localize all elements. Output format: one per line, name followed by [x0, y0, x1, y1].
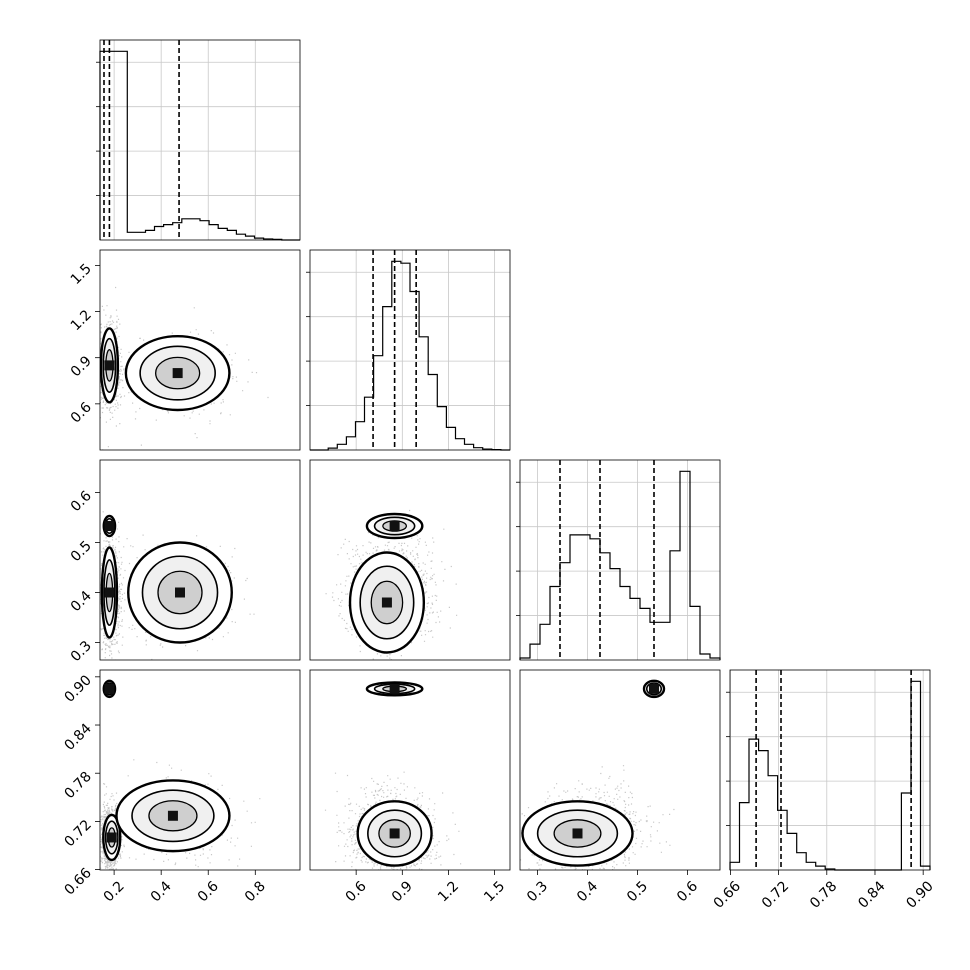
panels-layer: 0.2 0.4 0.6 0.8 0.6 0.9 1.2 1.5 0.3 0.4 0.5 0.6 0.66… [61, 39, 937, 912]
density-peak [389, 683, 400, 694]
panel-frame [99, 669, 301, 871]
x-tick-label: 0.90 [903, 878, 936, 911]
density-peak [104, 360, 115, 371]
density-peak [104, 521, 115, 531]
density-layer [102, 679, 231, 862]
y-tick-label: 0.90 [61, 672, 94, 705]
x-tick-label: 0.4 [574, 878, 601, 905]
density-layer [348, 512, 426, 654]
density-layer [100, 327, 231, 412]
x-tick-label: 0.6 [195, 878, 222, 905]
panel-frame [519, 669, 721, 871]
panel-frame [309, 459, 511, 661]
scatter-point [520, 765, 675, 870]
x-tick-label: 1.2 [435, 878, 462, 905]
y-tick-label: 0.84 [61, 720, 94, 753]
histogram-step [519, 470, 721, 660]
histogram-step [99, 50, 300, 241]
scatter-points [520, 765, 675, 870]
panel-frame [99, 39, 301, 241]
density-peak [104, 587, 115, 598]
y-tick-label: 0.3 [68, 638, 95, 665]
x-tick-label: 1.5 [481, 878, 508, 905]
density-layer [521, 679, 666, 867]
y-tick-label: 0.72 [61, 817, 94, 850]
x-tick-label: 0.2 [101, 878, 128, 905]
x-tick-label: 0.78 [807, 878, 840, 911]
density-peak [104, 683, 115, 694]
density-layer [100, 514, 233, 644]
x-tick-label: 0.72 [759, 878, 792, 911]
y-tick-label: 0.6 [68, 399, 95, 426]
density-peak [175, 587, 185, 598]
y-tick-label: 0.78 [61, 769, 94, 802]
y-tick-label: 0.6 [68, 488, 95, 515]
y-tick-label: 1.2 [68, 307, 95, 334]
density-peak [167, 810, 178, 821]
x-tick-label: 0.4 [148, 878, 175, 905]
density-peak [172, 368, 183, 379]
y-tick-label: 0.9 [68, 353, 95, 380]
histogram-step [729, 680, 931, 871]
x-tick-label: 0.66 [711, 878, 744, 911]
panel-frame [309, 249, 511, 451]
y-tick-label: 0.5 [68, 538, 95, 565]
y-tick-label: 0.4 [68, 588, 95, 615]
density-peak [572, 828, 583, 839]
x-tick-label: 0.6 [343, 878, 370, 905]
density-layer [356, 681, 433, 867]
x-tick-label: 0.6 [674, 878, 701, 905]
x-tick-label: 0.3 [524, 878, 551, 905]
density-peak [381, 597, 392, 608]
panel-frame [309, 669, 511, 871]
x-tick-label: 0.8 [242, 878, 269, 905]
y-tick-label: 1.5 [68, 261, 95, 288]
histogram-step [310, 260, 510, 451]
density-peak [389, 828, 400, 839]
x-tick-label: 0.84 [855, 878, 888, 911]
panel-frame [99, 249, 301, 451]
density-peak [389, 521, 400, 531]
x-tick-label: 0.5 [624, 878, 651, 905]
panel-frame [99, 459, 301, 661]
panel-frame [519, 459, 721, 661]
x-tick-label: 0.9 [389, 878, 416, 905]
density-peak [106, 832, 117, 843]
panel-frame [729, 669, 931, 871]
y-tick-label: 0.66 [61, 865, 94, 898]
density-peak [649, 683, 659, 694]
